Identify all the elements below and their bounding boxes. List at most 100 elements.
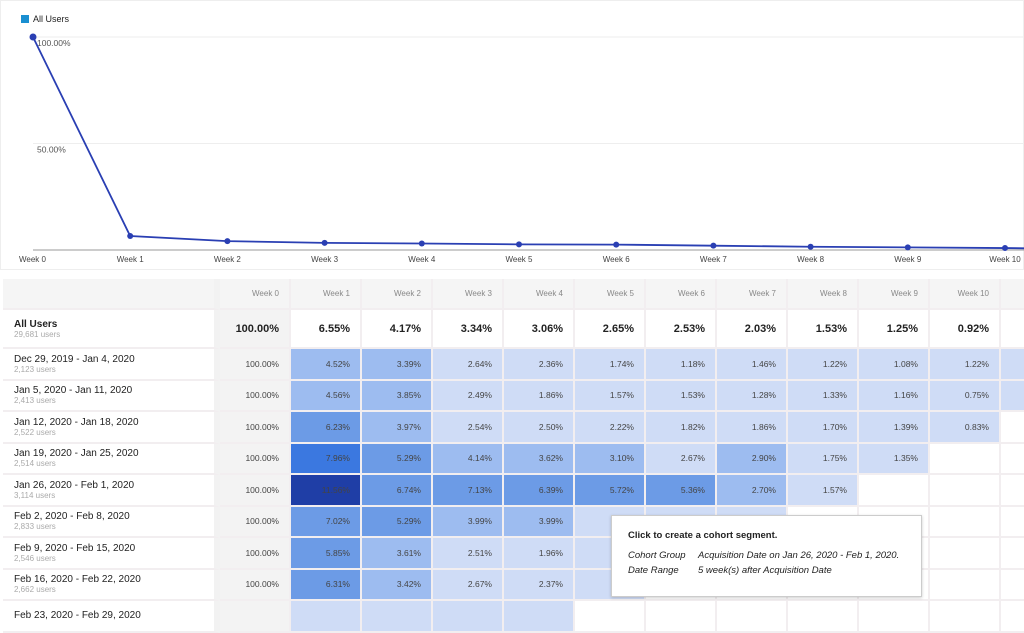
tooltip-title[interactable]: Click to create a cohort segment.: [628, 530, 778, 541]
retention-cell[interactable]: 11.56%: [291, 475, 362, 507]
retention-cell[interactable]: [930, 443, 1001, 475]
retention-cell[interactable]: 3.62%: [504, 443, 575, 475]
retention-cell[interactable]: [291, 601, 362, 633]
retention-cell[interactable]: [1001, 601, 1024, 633]
retention-cell[interactable]: 1.53%: [646, 380, 717, 412]
retention-cell[interactable]: 2.51%: [433, 538, 504, 570]
retention-cell[interactable]: [1001, 538, 1024, 570]
data-point[interactable]: [29, 33, 37, 41]
retention-cell[interactable]: 2.70%: [717, 475, 788, 507]
retention-cell[interactable]: 6.31%: [291, 569, 362, 601]
retention-cell[interactable]: 3.61%: [362, 538, 433, 570]
retention-cell[interactable]: [930, 506, 1001, 538]
retention-cell[interactable]: [433, 601, 504, 633]
data-point[interactable]: [904, 244, 911, 251]
chart-legend[interactable]: All Users: [21, 14, 69, 24]
retention-cell[interactable]: [930, 538, 1001, 570]
retention-cell[interactable]: 2.67%: [433, 569, 504, 601]
retention-cell[interactable]: [717, 601, 788, 633]
retention-cell[interactable]: 7.13%: [433, 475, 504, 507]
retention-cell[interactable]: 2.67%: [646, 443, 717, 475]
retention-cell[interactable]: 1.86%: [717, 412, 788, 444]
retention-cell[interactable]: 5.29%: [362, 443, 433, 475]
retention-cell[interactable]: 2.22%: [575, 412, 646, 444]
retention-cell[interactable]: [859, 569, 930, 601]
retention-cell[interactable]: [788, 601, 859, 633]
retention-cell[interactable]: 3.39%: [362, 349, 433, 381]
retention-cell[interactable]: [1001, 570, 1024, 601]
data-point[interactable]: [613, 241, 620, 248]
retention-cell[interactable]: [575, 601, 646, 633]
retention-cell[interactable]: 3.42%: [362, 569, 433, 601]
retention-cell[interactable]: 3.99%: [433, 506, 504, 538]
retention-cell[interactable]: 0.83%: [930, 412, 1001, 444]
data-point[interactable]: [807, 243, 814, 250]
retention-cell[interactable]: 7.02%: [291, 506, 362, 538]
retention-cell[interactable]: 2.49%: [433, 380, 504, 412]
retention-cell[interactable]: 2.37%: [504, 569, 575, 601]
data-point[interactable]: [516, 241, 522, 248]
data-point[interactable]: [418, 240, 425, 247]
retention-cell[interactable]: 3.97%: [362, 412, 433, 444]
retention-cell[interactable]: 1.75%: [788, 443, 859, 475]
retention-cell[interactable]: 1.28%: [717, 380, 788, 412]
retention-cell[interactable]: 2.90%: [717, 443, 788, 475]
retention-cell[interactable]: [1001, 380, 1024, 412]
cohort-label: Jan 19, 2020 - Jan 25, 2020 2,514 users: [3, 443, 220, 475]
data-point[interactable]: [127, 233, 134, 240]
retention-cell[interactable]: 5.85%: [291, 538, 362, 570]
retention-cell[interactable]: 5.29%: [362, 506, 433, 538]
retention-cell[interactable]: 1.57%: [788, 475, 859, 507]
retention-cell[interactable]: 4.56%: [291, 380, 362, 412]
retention-cell[interactable]: [1001, 475, 1024, 507]
retention-cell[interactable]: 1.22%: [930, 349, 1001, 381]
data-point[interactable]: [710, 242, 717, 249]
retention-cell[interactable]: 3.99%: [504, 506, 575, 538]
retention-cell[interactable]: 1.33%: [788, 380, 859, 412]
retention-cell[interactable]: 4.52%: [291, 349, 362, 381]
retention-cell[interactable]: [859, 475, 930, 507]
retention-cell[interactable]: 1.74%: [575, 349, 646, 381]
retention-cell[interactable]: 0.75%: [930, 380, 1001, 412]
retention-cell[interactable]: [930, 475, 1001, 507]
data-point[interactable]: [1002, 245, 1008, 252]
retention-cell[interactable]: 6.23%: [291, 412, 362, 444]
retention-cell[interactable]: 1.39%: [859, 412, 930, 444]
retention-cell[interactable]: [930, 601, 1001, 633]
retention-cell[interactable]: 3.85%: [362, 380, 433, 412]
retention-cell[interactable]: 1.96%: [504, 538, 575, 570]
retention-cell[interactable]: [646, 601, 717, 633]
retention-cell[interactable]: 1.16%: [859, 380, 930, 412]
retention-cell[interactable]: 3.10%: [575, 443, 646, 475]
retention-cell[interactable]: [1001, 507, 1024, 538]
retention-cell[interactable]: 1.82%: [646, 412, 717, 444]
retention-cell[interactable]: [362, 601, 433, 633]
legend-swatch: [21, 15, 29, 23]
retention-cell[interactable]: 2.36%: [504, 349, 575, 381]
retention-cell[interactable]: 6.39%: [504, 475, 575, 507]
retention-cell[interactable]: 1.35%: [859, 443, 930, 475]
retention-cell[interactable]: 2.64%: [433, 349, 504, 381]
retention-cell[interactable]: 5.72%: [575, 475, 646, 507]
data-point[interactable]: [224, 238, 231, 245]
retention-cell[interactable]: 1.18%: [646, 349, 717, 381]
retention-cell[interactable]: 7.96%: [291, 443, 362, 475]
retention-cell[interactable]: [504, 601, 575, 633]
retention-cell[interactable]: 1.46%: [717, 349, 788, 381]
retention-cell[interactable]: 1.08%: [859, 349, 930, 381]
retention-cell[interactable]: [859, 601, 930, 633]
retention-cell[interactable]: 2.50%: [504, 412, 575, 444]
retention-cell[interactable]: [1001, 412, 1024, 444]
data-point[interactable]: [321, 239, 328, 246]
retention-cell[interactable]: 1.22%: [788, 349, 859, 381]
retention-cell[interactable]: 1.57%: [575, 380, 646, 412]
retention-cell[interactable]: [1001, 444, 1024, 475]
retention-cell[interactable]: 4.14%: [433, 443, 504, 475]
retention-cell[interactable]: [930, 569, 1001, 601]
retention-cell[interactable]: [1001, 349, 1024, 381]
retention-cell[interactable]: 1.86%: [504, 380, 575, 412]
retention-cell[interactable]: 1.70%: [788, 412, 859, 444]
retention-cell[interactable]: 6.74%: [362, 475, 433, 507]
retention-cell[interactable]: 5.36%: [646, 475, 717, 507]
retention-cell[interactable]: 2.54%: [433, 412, 504, 444]
